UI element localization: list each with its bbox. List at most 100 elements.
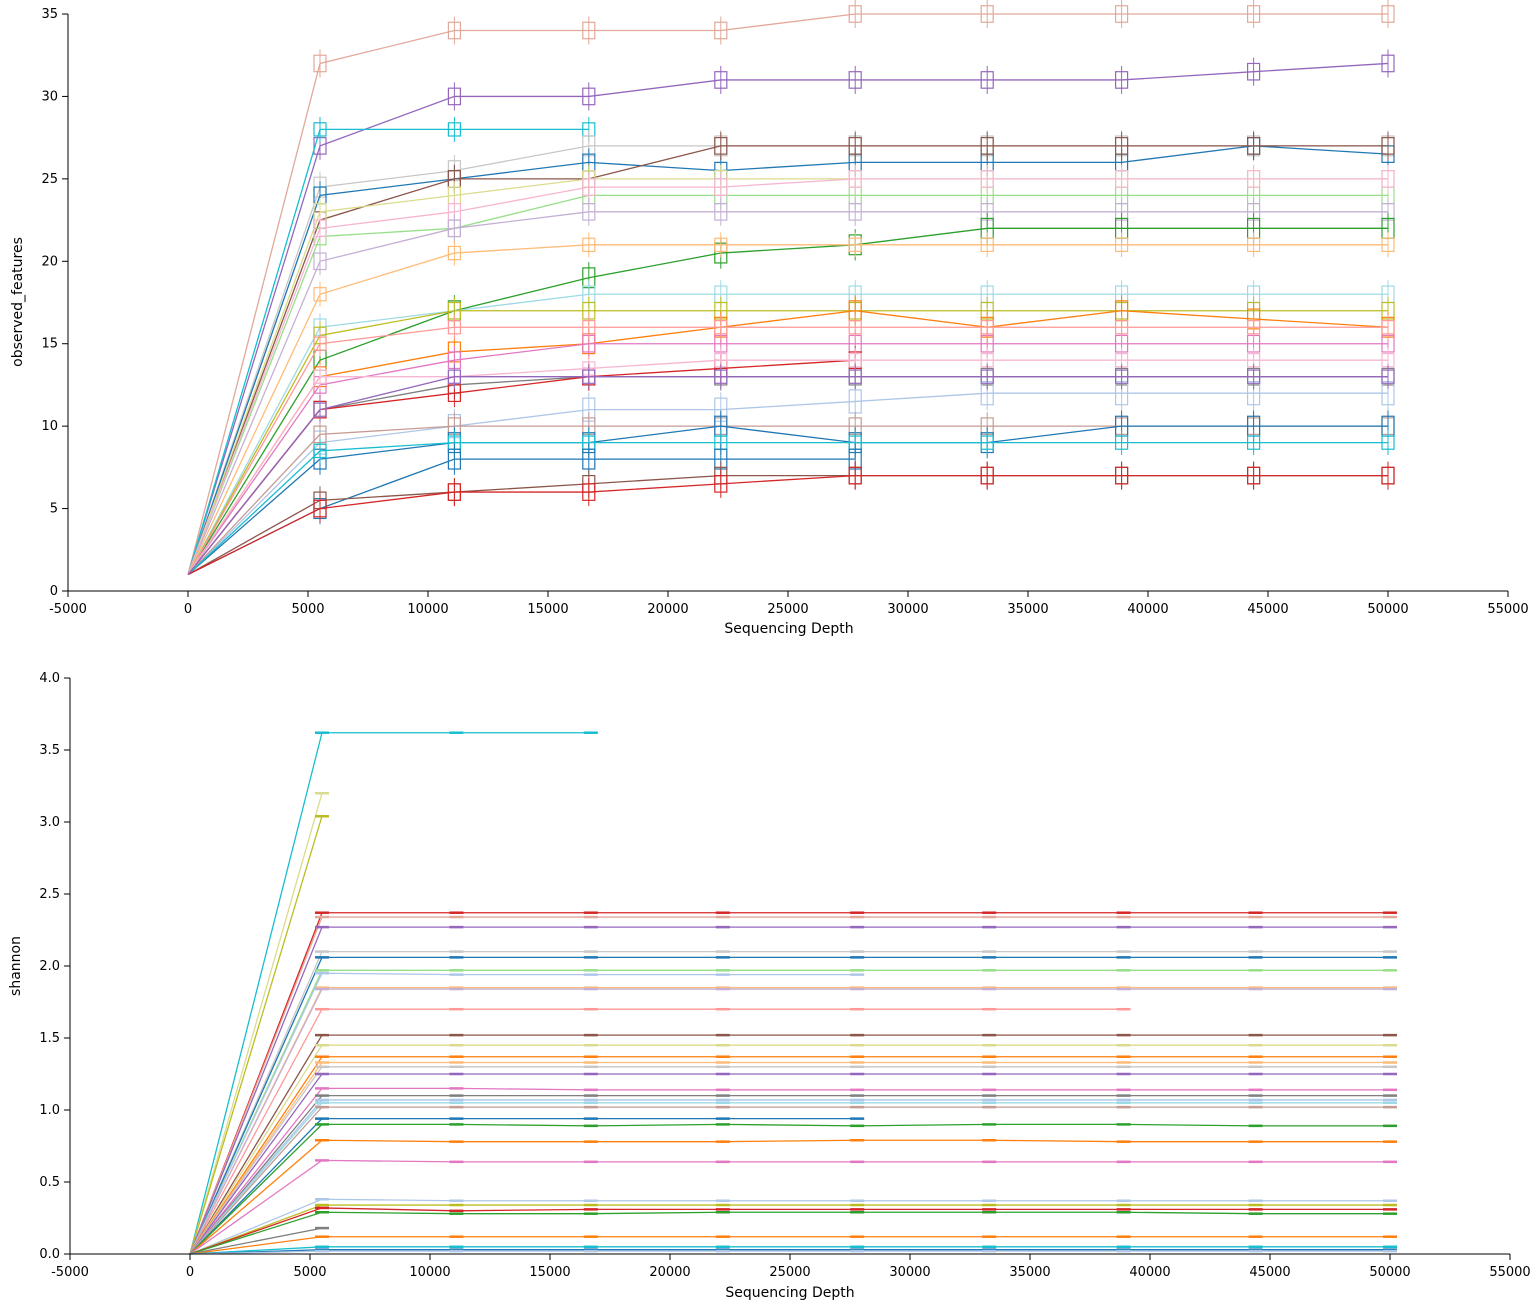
shannon-x-tick-label: 25000 [769,1265,810,1280]
observed-features-box [1114,237,1129,252]
observed-features-box [1246,320,1261,335]
shannon-x-tick-label: 55000 [1489,1265,1530,1280]
observed-features-box [582,237,596,252]
observed-features-box [848,71,862,89]
observed-features-series-line [187,13,1388,575]
observed-features-axes: -5000 0 5000 10000 15000 20000 25000 30000 35000… [41,7,1528,617]
shannon-series-line [189,1061,1390,1255]
observed-features-series-line [187,211,1388,575]
observed-features-box [1114,137,1129,155]
observed-features-box [1114,170,1129,188]
observed-features-y-axis-title: observed_features [10,237,26,367]
observed-features-series-line [187,310,1388,575]
observed-features-series-16 [187,329,1395,575]
shannon-series-line [189,969,1390,1255]
shannon-series-19 [189,1087,1397,1255]
observed-features-box [848,466,862,485]
observed-features-series-line [187,128,589,575]
observed-features-series-line [187,145,1389,575]
observed-features-box [582,320,596,335]
shannon-x-tick-label: 0 [186,1265,194,1280]
observed-features-x-tick-label: 20000 [647,602,688,617]
observed-features-y-tick-label: 35 [41,7,58,22]
shannon-series-18 [189,1072,1397,1255]
shannon-series-15 [189,1055,1397,1255]
shannon-series-line [189,1204,1390,1255]
shannon-series-line [189,950,1390,1255]
observed-features-series-9 [187,197,1395,575]
shannon-series-line [189,916,1390,1255]
observed-features-box [1381,54,1395,73]
shannon-series-line [189,1102,1390,1255]
shannon-x-tick-label: 45000 [1249,1265,1290,1280]
shannon-series-16 [189,1061,1397,1255]
observed-features-box [1114,5,1129,23]
observed-features-series-7 [187,164,1395,575]
observed-features-x-tick-label: 40000 [1127,602,1168,617]
observed-features-y-tick-label: 10 [41,419,58,434]
shannon-x-tick-label: 50000 [1369,1265,1410,1280]
observed-features-box [980,237,994,252]
observed-features-series-line [187,359,1388,575]
shannon-series-line [189,1106,1390,1255]
shannon-series-9 [189,971,865,1255]
shannon-x-tick-label: 35000 [1009,1265,1050,1280]
shannon-series-line [189,956,1390,1255]
shannon-series-line [189,1094,1390,1255]
observed-features-series-line [187,326,1388,575]
shannon-series-line [189,1198,1390,1255]
observed-features-series-24 [187,461,1395,576]
observed-features-box [313,369,327,384]
shannon-series-line [189,988,1390,1255]
observed-features-series-25 [187,461,1395,576]
observed-features-box [1246,137,1261,155]
observed-features-box [447,245,461,261]
shannon-series-28 [189,1198,1397,1255]
shannon-series-35 [189,1248,1397,1255]
observed-features-box [313,287,327,302]
shannon-series-13 [189,1033,1397,1255]
observed-features-box [1381,466,1395,485]
observed-features-box [582,448,596,470]
observed-features-series-line [187,343,1388,575]
shannon-series-6 [189,950,1397,1255]
observed-features-box [1381,170,1395,188]
observed-features-box [1381,320,1395,335]
observed-features-y-tick-label: 25 [41,172,58,187]
observed-features-series-15 [187,362,1395,575]
shannon-series-line [189,1087,1390,1255]
observed-features-box [447,122,461,137]
shannon-series-4 [189,915,1397,1255]
observed-features-box [848,369,862,384]
observed-features-series-line [187,145,1388,575]
observed-features-box [714,178,728,196]
observed-features-box [1246,62,1261,81]
observed-features-box [447,369,461,384]
observed-features-x-tick-label: 0 [184,602,192,617]
shannon-series-line [189,1159,1390,1255]
observed-features-box [714,369,728,384]
shannon-x-tick-label: 10000 [409,1265,450,1280]
observed-features-x-tick-label: 5000 [291,602,324,617]
observed-features-series-21 [187,410,1395,576]
shannon-series-line [189,912,1390,1255]
observed-features-series-line [187,474,1388,576]
shannon-series-line [189,1246,1390,1255]
observed-features-box [848,170,862,188]
shannon-series-line [189,1211,1390,1255]
observed-features-box [980,435,994,450]
shannon-series-line [189,1066,1390,1255]
observed-features-box [313,499,327,518]
observed-features-box [1114,71,1129,89]
observed-features-box [980,466,994,485]
observed-features-y-tick-label: 5 [50,502,58,517]
shannon-series-12 [189,1007,1131,1255]
observed-features-series-line [187,293,1388,575]
shannon-series-24 [189,1117,865,1255]
observed-features-series-1 [187,49,1395,575]
observed-features-box [1246,237,1261,252]
shannon-series-11 [189,987,1397,1255]
shannon-series-22 [189,1101,1397,1255]
shannon-series-line [189,816,323,1255]
observed-features-box [714,21,728,40]
